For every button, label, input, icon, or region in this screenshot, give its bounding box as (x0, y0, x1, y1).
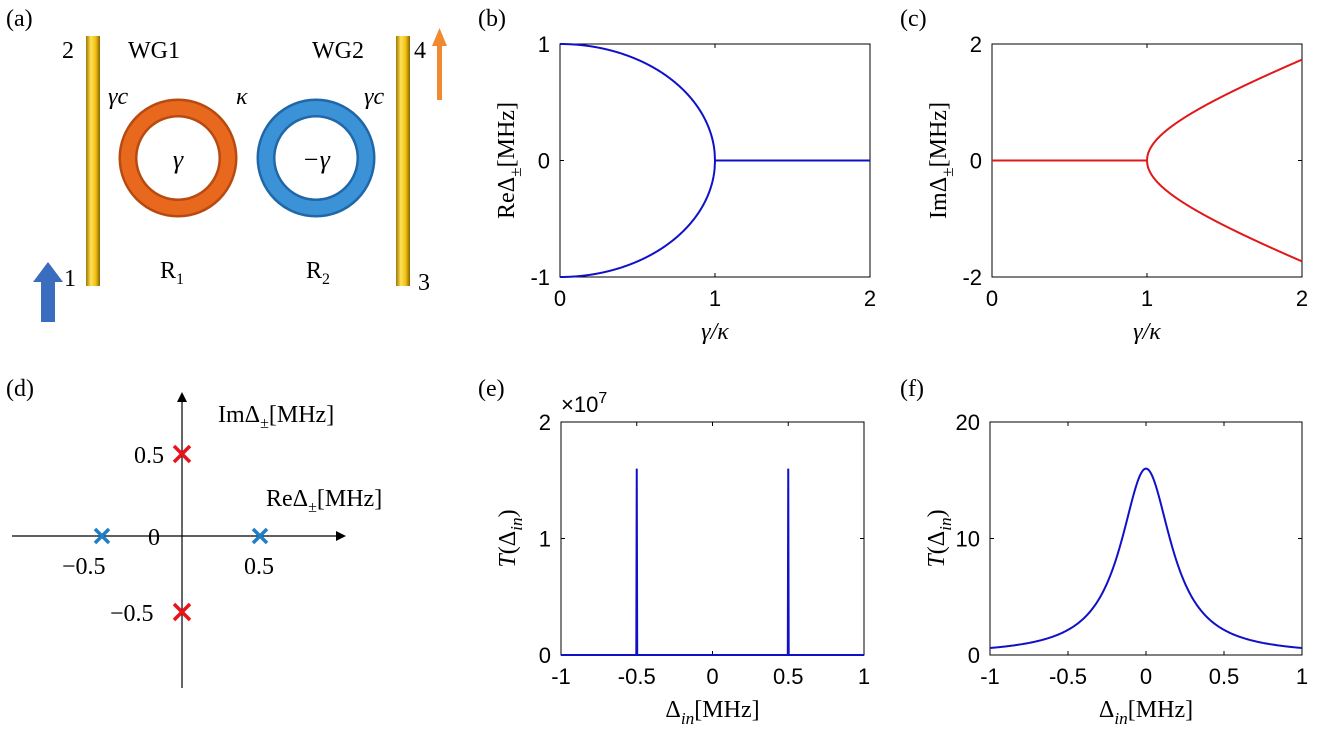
x-tick-label: 1 (709, 286, 721, 311)
tick-im-pos: 0.5 (134, 443, 164, 469)
y-tick-label: -2 (962, 265, 982, 290)
tick-im-neg: −0.5 (110, 601, 154, 627)
x-tick-label: 0.5 (773, 664, 804, 689)
x-tick-label: 0 (986, 286, 998, 311)
series-line-2 (560, 160, 716, 278)
port-1-label: 1 (64, 266, 76, 292)
waveguide-right (396, 36, 410, 286)
panel-e-label: (e) (478, 376, 505, 402)
loss-label: −γ (302, 145, 331, 174)
x-tick-label: 0 (1140, 664, 1152, 689)
y-axis-label: ReΔ±[MHz] (494, 102, 525, 219)
series-line-2 (1146, 160, 1303, 263)
x-tick-label: 1 (858, 664, 870, 689)
x-tick-label: 2 (1296, 286, 1308, 311)
gamma-c-left-label: γc (108, 84, 128, 110)
re-axis-arrowhead-icon (336, 531, 346, 541)
wg1-label: WG1 (128, 38, 180, 64)
x-tick-label: -0.5 (1049, 664, 1087, 689)
input-arrow-icon (33, 262, 63, 322)
x-tick-label: -1 (980, 664, 1000, 689)
tick-re-neg: −0.5 (62, 554, 106, 580)
x-tick-label: -1 (551, 664, 571, 689)
y-axis-label: T(Δin) (495, 509, 526, 567)
gain-label: γ (173, 145, 184, 174)
port-2-label: 2 (62, 38, 74, 64)
x-tick-label: -0.5 (618, 664, 656, 689)
x-tick-label: 0 (706, 664, 718, 689)
im-marker-neg-icon (172, 602, 192, 622)
panel-a: (a) WG1 WG2 2 1 3 4 γc γc κ γ −γ R1 R2 (6, 6, 447, 322)
y-axis-label: T(Δin) (924, 509, 955, 567)
re-marker-neg-icon (93, 527, 111, 545)
y-axis-label: ImΔ±[MHz] (926, 102, 957, 219)
y-tick-label: 10 (956, 527, 980, 552)
origin-label: 0 (148, 525, 160, 551)
re-axis-label: ReΔ±[MHz] (266, 486, 382, 516)
y-tick-label: 20 (956, 410, 980, 435)
y-tick-label: 2 (539, 410, 551, 435)
ring-r2 (259, 101, 373, 215)
panel-c-label: (c) (900, 6, 927, 32)
x-tick-label: 2 (864, 286, 876, 311)
tick-re-pos: 0.5 (244, 554, 274, 580)
x-tick-label: 1 (1296, 664, 1308, 689)
y-tick-label: 0 (538, 149, 550, 174)
x-tick-label: 0 (554, 286, 566, 311)
y-tick-label: 0 (970, 149, 982, 174)
panel-d: (d) ImΔ±[MHz] ReΔ±[MHz] 0 −0.5 0.5 0.5 −… (6, 376, 382, 688)
series-line-1 (560, 43, 870, 162)
plot-frame (989, 421, 1303, 656)
re-marker-pos-icon (251, 527, 269, 545)
panel-a-label: (a) (6, 6, 33, 32)
y-tick-label: 2 (970, 32, 982, 57)
x-tick-label: 0.5 (1209, 664, 1240, 689)
output-arrow-icon (432, 28, 447, 100)
x-tick-label: 1 (1141, 286, 1153, 311)
x-axis-label: γ/κ (1133, 319, 1161, 345)
y-tick-label: -1 (530, 265, 550, 290)
im-axis-label: ImΔ±[MHz] (218, 402, 334, 432)
kappa-label: κ (236, 84, 248, 110)
x-axis-label: Δin[MHz] (1099, 697, 1193, 728)
wg2-label: WG2 (312, 38, 364, 64)
port-4-label: 4 (414, 38, 426, 64)
x-axis-label: Δin[MHz] (665, 697, 759, 728)
y-scale-factor: ×107 (561, 390, 607, 417)
im-axis-arrowhead-icon (177, 392, 187, 402)
panel-d-label: (d) (6, 376, 34, 402)
plot-frame (560, 421, 865, 656)
series-line-1 (561, 468, 864, 656)
ring-r1 (121, 101, 235, 215)
series-line-1 (989, 467, 1303, 650)
ring-r1-label: R1 (160, 258, 184, 288)
panel-f-label: (f) (900, 376, 924, 402)
x-axis-label: γ/κ (701, 319, 729, 345)
y-tick-label: 1 (538, 32, 550, 57)
im-marker-pos-icon (172, 444, 192, 464)
waveguide-left (86, 36, 100, 286)
y-tick-label: 0 (539, 643, 551, 668)
port-3-label: 3 (418, 270, 430, 296)
chart-e: (e) -1 -0.5 0 0.5 1 0 1 2 Δin[MHz] T(Δin) ×107 (478, 376, 870, 728)
y-tick-label: 1 (539, 527, 551, 552)
series-line-1 (992, 58, 1303, 162)
gamma-c-right-label: γc (364, 84, 384, 110)
ring-r2-label: R2 (306, 258, 330, 288)
panel-b-label: (b) (478, 6, 506, 32)
y-tick-label: 0 (968, 643, 980, 668)
